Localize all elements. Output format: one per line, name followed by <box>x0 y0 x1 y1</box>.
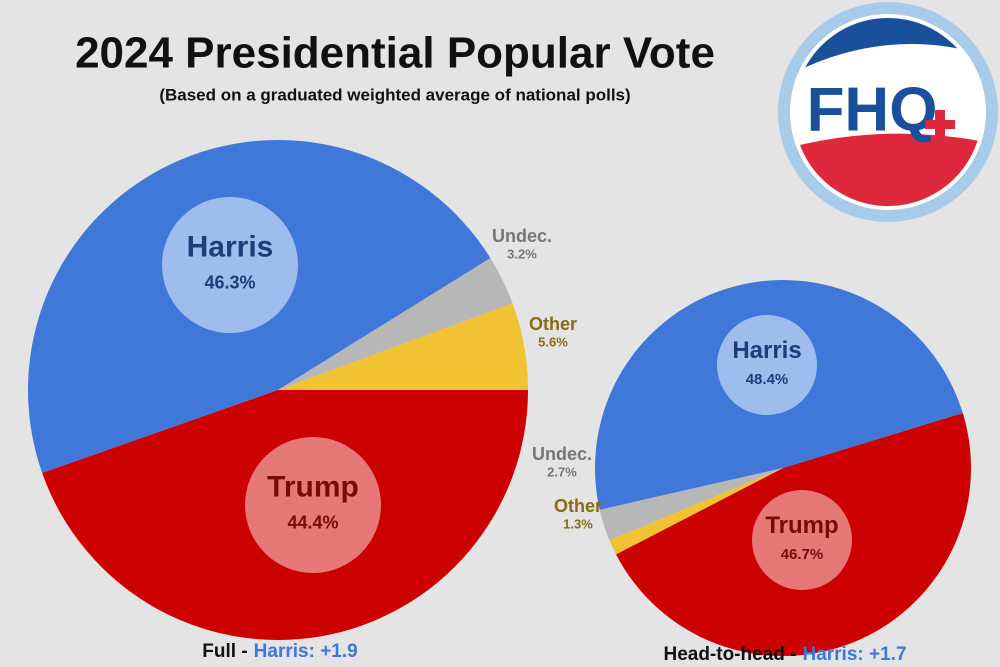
chart-title: 2024 Presidential Popular Vote <box>75 29 715 78</box>
slice-value-label: 48.4% <box>746 371 789 388</box>
caption-highlight: Harris: +1.7 <box>802 644 906 665</box>
slice-label: Undec. <box>492 226 552 246</box>
chart-subtitle: (Based on a graduated weighted average o… <box>159 85 630 104</box>
caption-highlight: Harris: +1.9 <box>254 641 358 662</box>
logo-text: FHQ <box>807 75 938 144</box>
slice-label: Harris <box>732 337 801 364</box>
label-bubble <box>717 315 817 415</box>
pie-slice <box>278 303 528 390</box>
pie-slice <box>278 258 513 390</box>
pie-slice <box>599 468 783 541</box>
slice-value-label: 3.2% <box>507 246 537 261</box>
slice-value-label: 1.3% <box>563 516 593 531</box>
slice-value-label: 5.6% <box>538 334 568 349</box>
logo-plus <box>935 110 945 140</box>
slice-label: Trump <box>267 470 359 503</box>
slice-label: Other <box>554 496 602 516</box>
slice-label: Trump <box>765 512 838 539</box>
label-bubble <box>162 197 298 333</box>
slice-value-label: 44.4% <box>287 512 338 532</box>
label-bubble <box>245 437 381 573</box>
caption: Head-to-head - Harris: +1.7 <box>663 644 906 665</box>
caption: Full - Harris: +1.9 <box>202 641 357 662</box>
slice-value-label: 2.7% <box>547 464 577 479</box>
slice-label: Other <box>529 314 577 334</box>
caption-text: Full - <box>202 641 247 662</box>
pie-slice <box>609 468 783 555</box>
slice-value-label: 46.7% <box>781 546 824 563</box>
slice-label: Undec. <box>532 444 592 464</box>
logo: FHQ <box>778 2 998 222</box>
caption-text: Head-to-head - <box>663 644 796 665</box>
slice-label: Harris <box>187 230 274 263</box>
label-bubble <box>752 490 852 590</box>
slice-value-label: 46.3% <box>204 272 255 292</box>
